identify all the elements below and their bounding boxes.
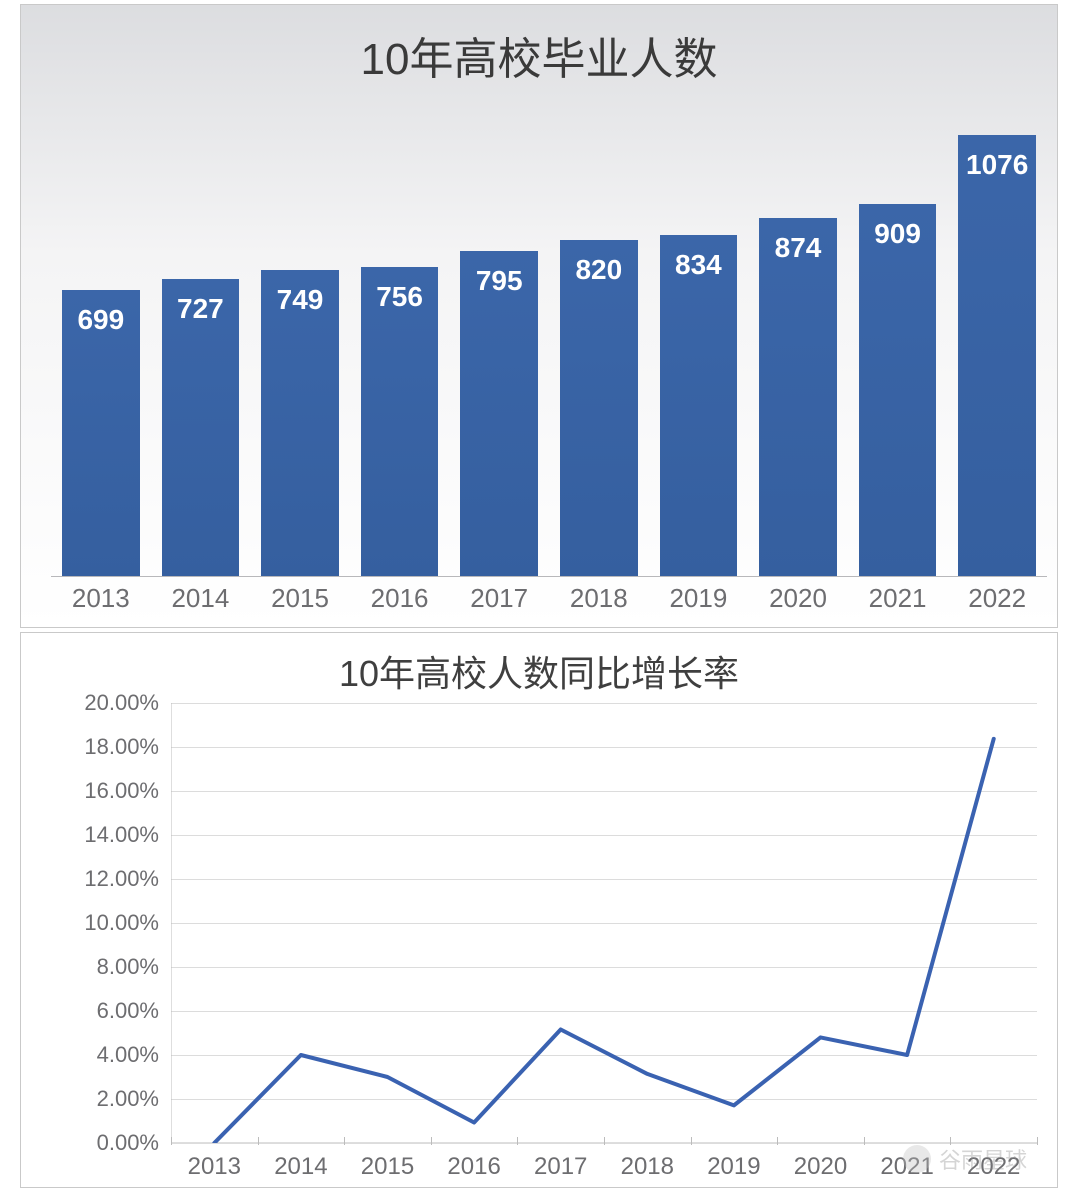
- bar: 874: [759, 218, 837, 577]
- bar: 795: [460, 251, 538, 577]
- y-axis-label: 6.00%: [97, 998, 171, 1024]
- bar-value-label: 909: [859, 218, 937, 250]
- line-x-label: 2017: [534, 1153, 587, 1181]
- x-tick: [1037, 1137, 1038, 1145]
- x-tick: [777, 1137, 778, 1145]
- bar-value-label: 1076: [958, 149, 1036, 181]
- y-axis-label: 8.00%: [97, 954, 171, 980]
- bar-rect: [560, 240, 638, 577]
- bar-value-label: 834: [660, 249, 738, 281]
- bar-chart-plot-area: 699 727 749 756 795 820 834 874 909 1076: [51, 105, 1047, 577]
- y-axis-label: 20.00%: [84, 690, 171, 716]
- bar-value-label: 756: [361, 281, 439, 313]
- bar-value-label: 699: [62, 304, 140, 336]
- x-tick: [431, 1137, 432, 1145]
- bar-value-label: 749: [261, 284, 339, 316]
- x-tick: [344, 1137, 345, 1145]
- bar-x-label: 2021: [848, 583, 948, 614]
- y-axis-label: 18.00%: [84, 734, 171, 760]
- x-tick: [604, 1137, 605, 1145]
- y-axis-label: 16.00%: [84, 778, 171, 804]
- bar-rect: [859, 204, 937, 577]
- line-series: [214, 739, 993, 1143]
- y-axis-label: 12.00%: [84, 866, 171, 892]
- line-chart-title: 10年高校人数同比增长率: [21, 633, 1057, 697]
- bar-rect: [361, 267, 439, 577]
- bar: 727: [162, 279, 240, 577]
- line-x-label: 2020: [794, 1153, 847, 1181]
- bar-chart-baseline: [51, 576, 1047, 577]
- bar: 756: [361, 267, 439, 577]
- x-tick: [171, 1137, 172, 1145]
- bar: 749: [261, 270, 339, 577]
- bar-chart-x-axis: 2013201420152016201720182019202020212022: [51, 583, 1047, 619]
- y-axis-label: 2.00%: [97, 1086, 171, 1112]
- x-tick: [864, 1137, 865, 1145]
- bar-value-label: 795: [460, 265, 538, 297]
- y-axis-label: 0.00%: [97, 1130, 171, 1156]
- bar-chart-title: 10年高校毕业人数: [21, 5, 1057, 87]
- bar: 909: [859, 204, 937, 577]
- bar-x-label: 2016: [350, 583, 450, 614]
- bar-x-label: 2015: [250, 583, 350, 614]
- bar-x-label: 2019: [649, 583, 749, 614]
- line-x-label: 2015: [361, 1153, 414, 1181]
- y-axis-label: 10.00%: [84, 910, 171, 936]
- bar-x-label: 2013: [51, 583, 151, 614]
- bar-x-label: 2017: [449, 583, 549, 614]
- line-chart-plot-area: 0.00%2.00%4.00%6.00%8.00%10.00%12.00%14.…: [171, 703, 1037, 1143]
- line-x-label: 2018: [621, 1153, 674, 1181]
- line-chart-panel: 10年高校人数同比增长率 0.00%2.00%4.00%6.00%8.00%10…: [20, 632, 1058, 1188]
- line-x-label: 2014: [274, 1153, 327, 1181]
- bar: 834: [660, 235, 738, 577]
- watermark: 谷雨星球: [903, 1143, 1027, 1175]
- bar-x-label: 2014: [151, 583, 251, 614]
- bar-rect: [660, 235, 738, 577]
- bar-x-label: 2020: [748, 583, 848, 614]
- bar: 820: [560, 240, 638, 577]
- x-tick: [691, 1137, 692, 1145]
- y-axis-label: 14.00%: [84, 822, 171, 848]
- bar-x-label: 2022: [947, 583, 1047, 614]
- watermark-text: 谷雨星球: [939, 1143, 1027, 1175]
- bar: 699: [62, 290, 140, 577]
- bar-chart-panel: 10年高校毕业人数 699 727 749 756 795 820 834 874 909 107…: [20, 4, 1058, 628]
- x-tick: [517, 1137, 518, 1145]
- bar-rect: [958, 135, 1036, 577]
- bar-rect: [460, 251, 538, 577]
- line-x-label: 2019: [707, 1153, 760, 1181]
- line-x-label: 2013: [188, 1153, 241, 1181]
- bar-x-label: 2018: [549, 583, 649, 614]
- bar-value-label: 820: [560, 254, 638, 286]
- x-tick: [258, 1137, 259, 1145]
- line-chart-svg: [171, 703, 1037, 1143]
- bar-value-label: 874: [759, 232, 837, 264]
- line-x-label: 2016: [447, 1153, 500, 1181]
- bar: 1076: [958, 135, 1036, 577]
- bar-rect: [261, 270, 339, 577]
- bar-value-label: 727: [162, 293, 240, 325]
- watermark-icon: [903, 1145, 931, 1173]
- y-axis-label: 4.00%: [97, 1042, 171, 1068]
- bar-rect: [759, 218, 837, 577]
